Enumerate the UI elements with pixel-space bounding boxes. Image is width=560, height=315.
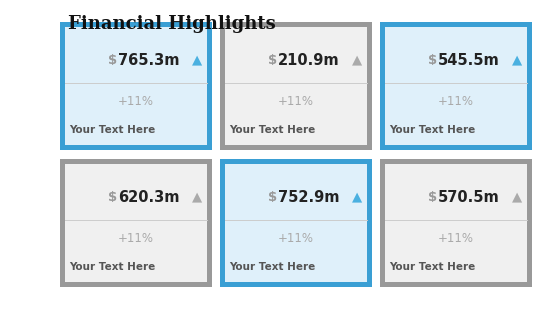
Text: ▲: ▲ — [512, 191, 522, 204]
Text: +11%: +11% — [438, 232, 474, 245]
Text: +11%: +11% — [438, 95, 474, 108]
Text: 545.5m: 545.5m — [438, 53, 500, 68]
Text: ▲: ▲ — [512, 54, 522, 67]
Text: $: $ — [428, 191, 437, 204]
Text: +11%: +11% — [278, 232, 314, 245]
Text: +11%: +11% — [118, 232, 154, 245]
Text: Your Text Here: Your Text Here — [389, 124, 475, 135]
Text: $: $ — [428, 54, 437, 67]
FancyBboxPatch shape — [220, 159, 372, 287]
Text: 620.3m: 620.3m — [118, 190, 180, 205]
FancyBboxPatch shape — [225, 27, 367, 145]
FancyBboxPatch shape — [60, 159, 212, 287]
Text: Your Text Here: Your Text Here — [229, 261, 315, 272]
Text: 752.9m: 752.9m — [278, 190, 339, 205]
FancyBboxPatch shape — [225, 164, 367, 282]
Text: +11%: +11% — [118, 95, 154, 108]
Text: $: $ — [268, 54, 277, 67]
Text: Financial Highlights: Financial Highlights — [68, 15, 276, 33]
Text: $: $ — [108, 191, 117, 204]
Text: +11%: +11% — [278, 95, 314, 108]
FancyBboxPatch shape — [385, 164, 527, 282]
Text: ▲: ▲ — [352, 191, 362, 204]
FancyBboxPatch shape — [65, 27, 207, 145]
FancyBboxPatch shape — [380, 22, 532, 150]
Text: 210.9m: 210.9m — [278, 53, 339, 68]
FancyBboxPatch shape — [60, 22, 212, 150]
FancyBboxPatch shape — [385, 27, 527, 145]
Text: ▲: ▲ — [192, 191, 202, 204]
Text: 570.5m: 570.5m — [438, 190, 500, 205]
Text: 765.3m: 765.3m — [118, 53, 180, 68]
Text: Your Text Here: Your Text Here — [229, 124, 315, 135]
Text: ▲: ▲ — [192, 54, 202, 67]
FancyBboxPatch shape — [380, 159, 532, 287]
Text: Your Text Here: Your Text Here — [69, 124, 155, 135]
Text: Your Text Here: Your Text Here — [69, 261, 155, 272]
Text: $: $ — [268, 191, 277, 204]
Text: ▲: ▲ — [352, 54, 362, 67]
FancyBboxPatch shape — [65, 164, 207, 282]
Text: Your Text Here: Your Text Here — [389, 261, 475, 272]
FancyBboxPatch shape — [220, 22, 372, 150]
Text: $: $ — [108, 54, 117, 67]
